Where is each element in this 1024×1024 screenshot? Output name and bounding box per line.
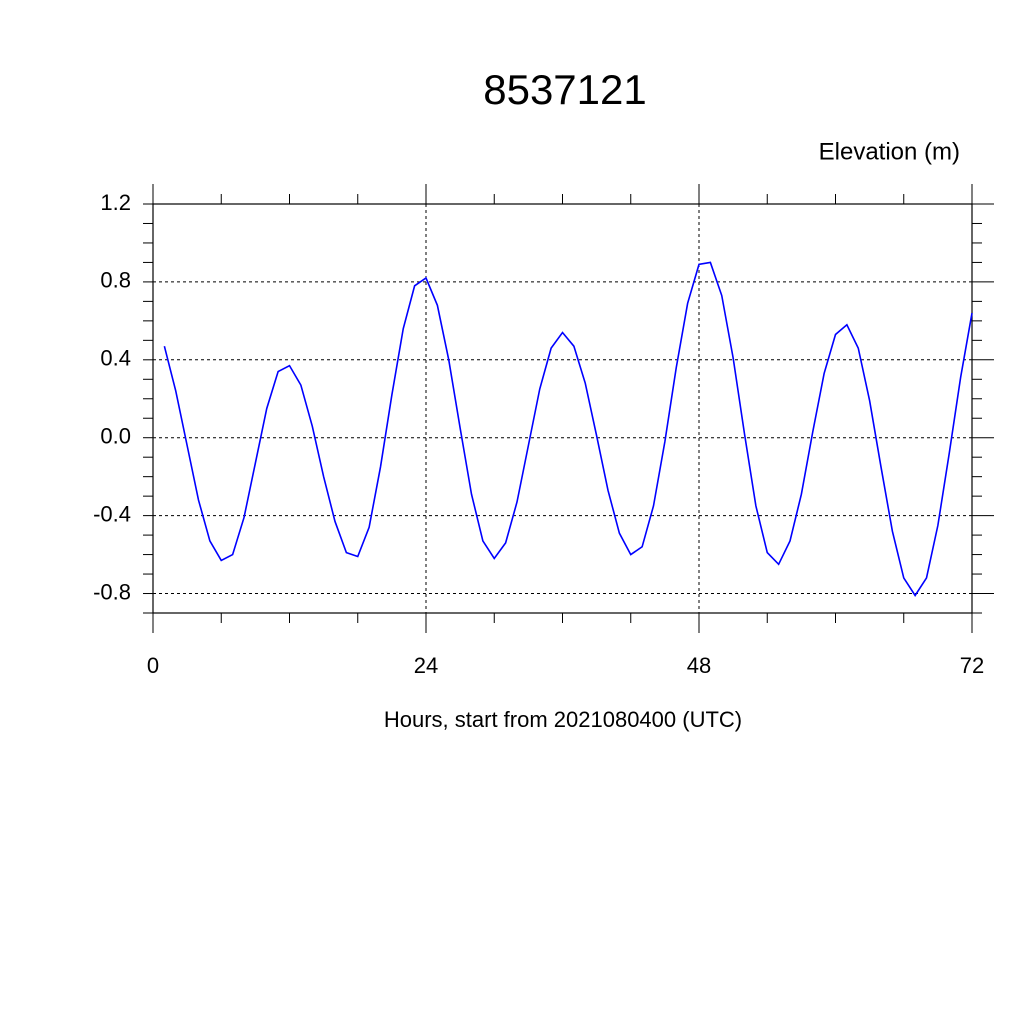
y-tick-label: 0.0 <box>100 424 131 449</box>
y-tick-label: 1.2 <box>100 190 131 215</box>
x-tick-label: 72 <box>960 653 984 678</box>
x-tick-label: 24 <box>414 653 438 678</box>
chart-title: 8537121 <box>483 66 647 113</box>
x-tick-label: 48 <box>687 653 711 678</box>
y-tick-label: -0.8 <box>93 579 131 604</box>
x-tick-label: 0 <box>147 653 159 678</box>
plot-frame <box>152 203 973 614</box>
y-tick-label: 0.4 <box>100 346 131 371</box>
y-tick-label: -0.4 <box>93 501 131 526</box>
y-axis-label: Elevation (m) <box>819 138 960 165</box>
y-tick-label: 0.8 <box>100 268 131 293</box>
x-axis-label: Hours, start from 2021080400 (UTC) <box>384 707 742 732</box>
data-line <box>163 261 973 597</box>
